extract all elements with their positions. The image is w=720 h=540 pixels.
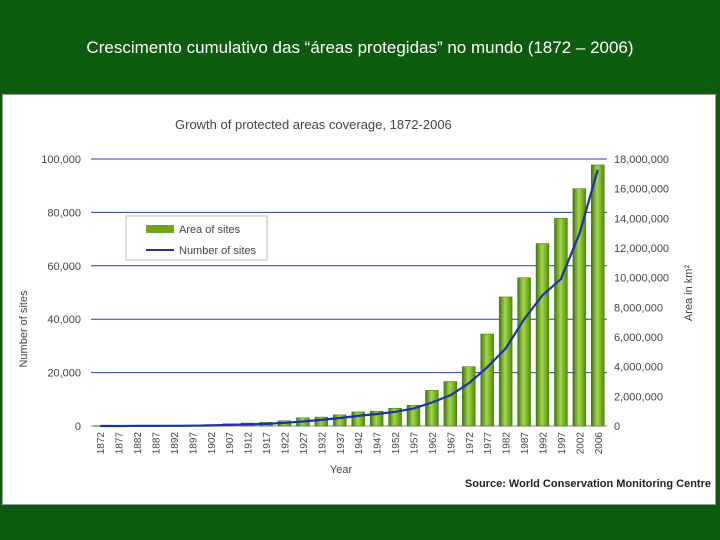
left-tick-label: 40,000 [47, 314, 81, 326]
bar-area-1962 [425, 390, 439, 427]
legend-count-label: Number of sites [179, 245, 257, 257]
x-tick-label: 1967 [446, 432, 457, 455]
x-tick-label: 1947 [373, 432, 384, 455]
legend-area-label: Area of sites [179, 224, 241, 236]
slide-title: Crescimento cumulativo das “áreas proteg… [86, 38, 634, 57]
left-tick-label: 60,000 [47, 261, 81, 273]
x-tick-label: 1932 [317, 432, 328, 455]
x-tick-label: 1927 [299, 432, 310, 455]
x-ticks: 1872 1877 1882 1887 1892 1897 1902 1907 1912 1917… [96, 432, 605, 455]
legend-box [125, 215, 268, 261]
right-tick-label: 14,000,000 [614, 213, 669, 225]
legend: Area of sites Number of sites [125, 215, 268, 261]
x-tick-label: 1957 [410, 432, 421, 455]
x-tick-label: 1887 [152, 432, 163, 455]
x-tick-label: 1877 [115, 432, 126, 455]
right-tick-label: 2,000,000 [614, 391, 663, 403]
right-tick-label: 12,000,000 [614, 243, 669, 255]
x-tick-label: 1902 [207, 432, 218, 455]
chart-panel: Growth of protected areas coverage, 1872… [2, 94, 716, 505]
bars-group [93, 164, 605, 427]
x-tick-label: 1992 [539, 432, 550, 455]
right-tick-label: 4,000,000 [614, 362, 663, 374]
bar-area-1977 [480, 333, 494, 427]
left-tick-label: 100,000 [41, 154, 81, 166]
right-tick-label: 18,000,000 [614, 154, 669, 166]
left-axis-label: Number of sites [18, 290, 30, 368]
x-tick-label: 1897 [188, 432, 199, 455]
line-number-of-sites [100, 169, 599, 428]
bar-area-1997 [554, 218, 568, 427]
x-tick-label: 1952 [391, 432, 402, 455]
bar-area-1967 [443, 381, 458, 427]
bar-area-1992 [535, 243, 550, 427]
bar-area-1957 [406, 404, 421, 427]
x-tick-label: 2006 [594, 432, 605, 455]
x-tick-label: 1937 [336, 432, 347, 455]
x-axis-label: Year [330, 464, 353, 476]
x-tick-label: 1997 [557, 432, 568, 455]
right-tick-label: 6,000,000 [614, 332, 663, 344]
line-group [100, 169, 599, 428]
legend-bar-swatch [146, 225, 174, 233]
bar-area-1942 [351, 411, 365, 427]
bar-area-1937 [333, 414, 347, 427]
x-tick-label: 1982 [502, 432, 513, 455]
source-note: Source: World Conservation Monitoring Ce… [465, 478, 711, 490]
right-tick-label: 10,000,000 [614, 273, 669, 285]
left-tick-label: 0 [75, 421, 81, 433]
x-tick-label: 1922 [281, 432, 292, 455]
x-tick-label: 1907 [225, 432, 236, 455]
bar-area-2002 [572, 188, 587, 427]
chart-title: Growth of protected areas coverage, 1872… [175, 117, 452, 132]
left-ticks: 0 20,000 40,000 60,000 80,000 100,000 [41, 154, 81, 433]
x-tick-label: 1987 [520, 432, 531, 455]
bar-area-2006 [591, 164, 605, 427]
x-tick-label: 1962 [428, 432, 439, 455]
x-tick-label: 1882 [133, 432, 144, 455]
right-axis-label: Area in km² [683, 265, 695, 322]
x-tick-label: 1977 [483, 432, 494, 455]
left-tick-label: 80,000 [47, 207, 81, 219]
x-tick-label: 1942 [354, 432, 365, 455]
right-ticks: 0 2,000,000 4,000,000 6,000,000 8,000,000 10,… [614, 154, 669, 433]
x-tick-label: 1892 [170, 432, 181, 455]
bar-area-1972 [462, 366, 476, 427]
right-tick-label: 8,000,000 [614, 302, 663, 314]
bar-area-1987 [517, 277, 531, 427]
x-tick-label: 1912 [244, 432, 255, 455]
x-tick-label: 1917 [262, 432, 273, 455]
x-tick-label: 1972 [465, 432, 476, 455]
chart-svg: Growth of protected areas coverage, 1872… [18, 117, 711, 490]
x-tick-label: 1872 [96, 432, 107, 455]
right-tick-label: 0 [614, 421, 620, 433]
bar-area-1982 [498, 296, 513, 427]
left-tick-label: 20,000 [47, 368, 81, 380]
right-tick-label: 16,000,000 [614, 184, 669, 196]
x-tick-label: 2002 [575, 432, 586, 455]
